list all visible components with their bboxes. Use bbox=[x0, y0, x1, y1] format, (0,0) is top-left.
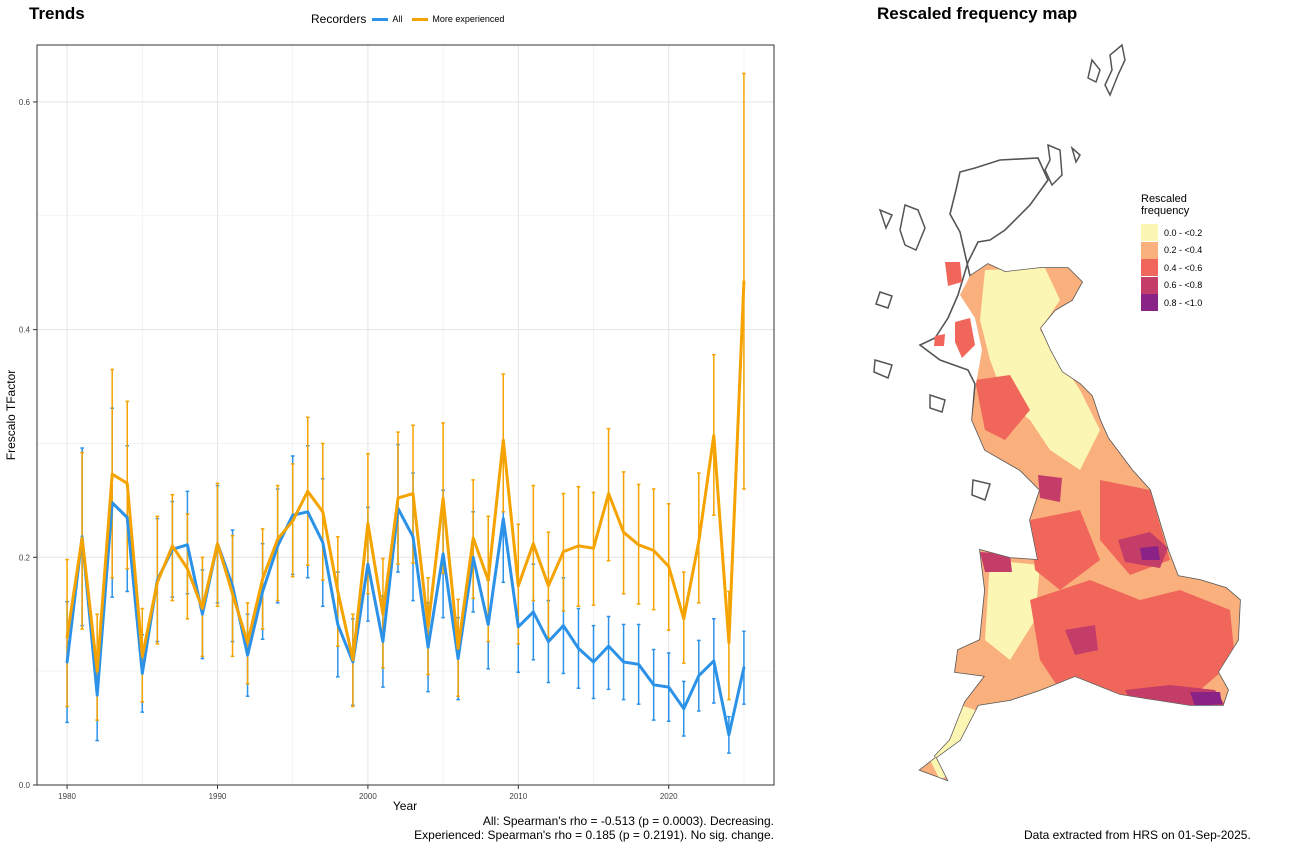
plot-border bbox=[36, 44, 775, 786]
map-legend-title-line2: frequency bbox=[1141, 205, 1190, 217]
legend-item-experienced: More experienced bbox=[412, 14, 504, 24]
map-legend-label: 0.6 - <0.8 bbox=[1164, 280, 1203, 291]
error-bars bbox=[65, 72, 746, 754]
legend-label-all: All bbox=[392, 14, 403, 24]
series-line-all bbox=[65, 501, 746, 737]
scotland-west-patch-2 bbox=[934, 334, 945, 346]
map-legend-title-line1: Rescaled bbox=[1141, 193, 1187, 205]
y-tick-label: 0.2 bbox=[19, 553, 31, 562]
x-tick-label: 1990 bbox=[209, 792, 227, 801]
map-legend-label: 0.2 - <0.4 bbox=[1164, 245, 1203, 256]
map-legend-label: 0.4 - <0.6 bbox=[1164, 262, 1203, 273]
scottish-islands bbox=[873, 43, 1126, 501]
x-axis-label: Year bbox=[393, 799, 417, 813]
chart-legend: Recorders All More experienced bbox=[311, 12, 514, 26]
x-tick-label: 2000 bbox=[359, 792, 377, 801]
legend-label-experienced: More experienced bbox=[432, 14, 505, 24]
map-legend-item: 0.0 - <0.2 bbox=[1141, 224, 1202, 242]
x-tick-label: 2020 bbox=[660, 792, 678, 801]
trends-title: Trends bbox=[29, 4, 85, 23]
map-legend-item: 0.8 - <1.0 bbox=[1141, 294, 1202, 312]
y-tick-label: 0.4 bbox=[19, 326, 31, 335]
map-legend-swatch bbox=[1141, 259, 1158, 277]
legend-key-all bbox=[372, 17, 389, 21]
legend-item-all: All bbox=[372, 14, 402, 24]
frequency-surface bbox=[920, 264, 1240, 780]
legend-title: Recorders bbox=[311, 12, 367, 26]
y-tick-label: 0.0 bbox=[19, 781, 31, 790]
map-legend-item: 0.6 - <0.8 bbox=[1141, 276, 1203, 295]
map-legend-swatch bbox=[1141, 294, 1158, 312]
stats-all: All: Spearman's rho = -0.513 (p = 0.0003… bbox=[482, 814, 774, 828]
x-tick-label: 1980 bbox=[58, 792, 76, 801]
map-legend-title: Rescaled frequency bbox=[1141, 193, 1202, 217]
map-legend-swatch bbox=[1141, 241, 1158, 259]
series-lines bbox=[65, 280, 746, 737]
map-legend-item: 0.4 - <0.6 bbox=[1141, 259, 1202, 277]
map-legend-item: 0.2 - <0.4 bbox=[1141, 241, 1203, 260]
map-legend-label: 0.0 - <0.2 bbox=[1164, 227, 1203, 238]
x-tick-label: 2010 bbox=[509, 792, 527, 801]
map-legend-label: 0.8 - <1.0 bbox=[1164, 297, 1203, 308]
map-title: Rescaled frequency map bbox=[877, 4, 1078, 23]
axis-ticks: 1980 1990 2000 2010 2020 0.0 0.2 0.4 0.6 bbox=[19, 98, 678, 801]
plot-panel bbox=[37, 45, 774, 785]
map-legend-swatch bbox=[1141, 276, 1158, 294]
stats-experienced: Experienced: Spearman's rho = 0.185 (p =… bbox=[414, 828, 774, 842]
y-tick-label: 0.6 bbox=[19, 98, 31, 107]
series-line-experienced bbox=[65, 280, 746, 673]
y-axis-label: Frescalo TFactor bbox=[4, 370, 18, 460]
data-credit: Data extracted from HRS on 01-Sep-2025. bbox=[1024, 828, 1251, 842]
legend-key-experienced bbox=[412, 17, 429, 21]
stats-text: All: Spearman's rho = -0.513 (p = 0.0003… bbox=[414, 814, 774, 842]
grid bbox=[37, 45, 774, 786]
map-legend: Rescaled frequency 0.0 - <0.2 0.2 - <0.4… bbox=[1141, 193, 1202, 312]
scotland-west-patch bbox=[945, 262, 962, 286]
scotland-west-patch-3 bbox=[955, 318, 975, 358]
map-legend-swatch bbox=[1141, 224, 1158, 242]
